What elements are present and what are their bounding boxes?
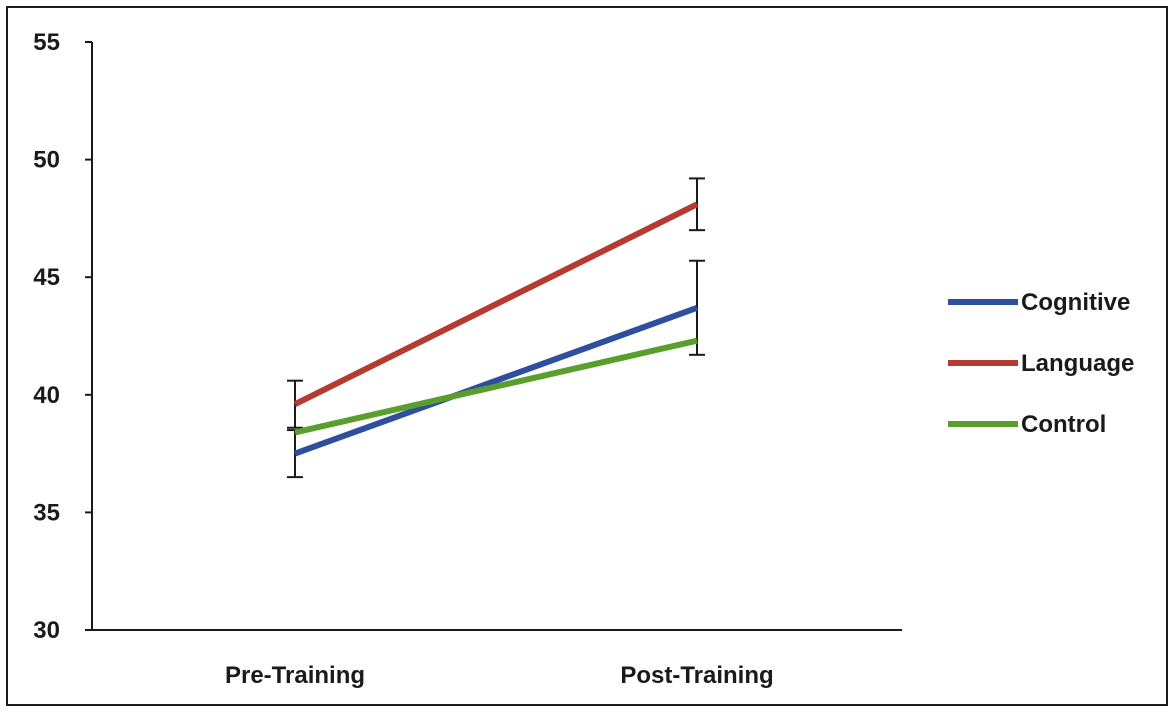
- x-category-label: Pre-Training: [225, 662, 365, 689]
- legend-label-control: Control: [1021, 411, 1106, 438]
- chart-frame: [6, 6, 1168, 706]
- x-category-labels: Pre-Training Post-Training: [225, 662, 774, 689]
- y-tick-label: 50: [33, 147, 60, 174]
- series-line-language: [293, 201, 699, 407]
- y-tick-label: 35: [33, 499, 60, 526]
- y-tick-labels: 30 35 40 45 50 55: [33, 29, 60, 644]
- series-line-control: [294, 337, 698, 436]
- y-tick-label: 55: [33, 29, 60, 56]
- axes: [85, 41, 902, 631]
- series-line-cognitive: [293, 304, 699, 457]
- y-tick-label: 30: [33, 617, 60, 644]
- legend: Cognitive Language Control: [948, 289, 1134, 438]
- series-lines: [293, 201, 699, 457]
- legend-label-cognitive: Cognitive: [1021, 289, 1130, 316]
- y-tick-label: 45: [33, 264, 60, 291]
- legend-label-language: Language: [1021, 350, 1134, 377]
- x-category-label: Post-Training: [620, 662, 773, 689]
- y-tick-label: 40: [33, 382, 60, 409]
